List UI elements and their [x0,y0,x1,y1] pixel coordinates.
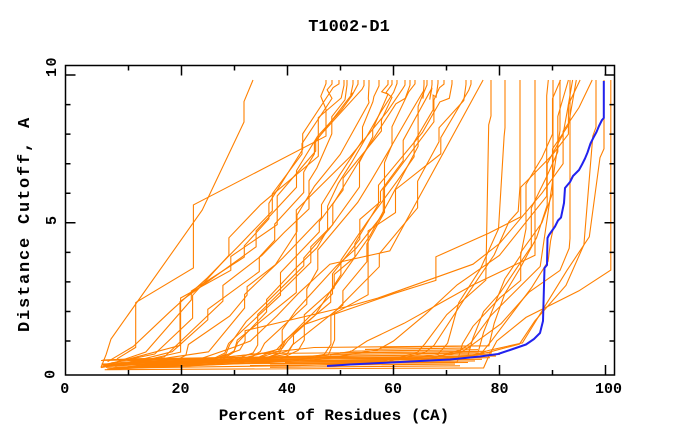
svg-text:0: 0 [60,381,69,398]
svg-text:Distance Cutoff, A: Distance Cutoff, A [16,116,35,332]
svg-text:40: 40 [278,381,296,398]
svg-text:0: 0 [43,370,60,379]
svg-text:100: 100 [595,381,622,398]
svg-text:60: 60 [384,381,402,398]
svg-text:10: 10 [44,56,61,77]
svg-text:Percent of Residues (CA): Percent of Residues (CA) [219,407,449,425]
svg-text:5: 5 [44,216,61,225]
svg-text:20: 20 [171,381,189,398]
svg-text:T1002-D1: T1002-D1 [308,18,390,37]
svg-text:80: 80 [490,381,508,398]
